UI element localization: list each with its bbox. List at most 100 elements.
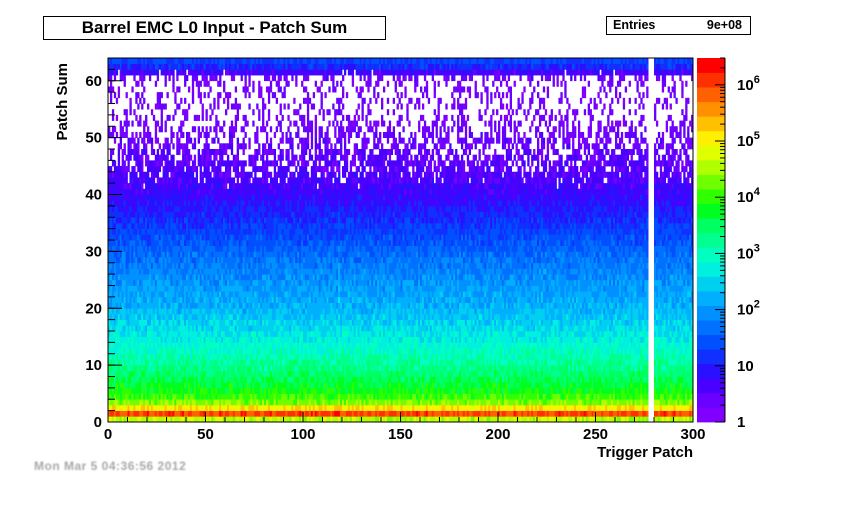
heatmap-cell [223, 121, 225, 127]
heatmap-cell [110, 81, 112, 87]
heatmap-cell [215, 155, 217, 161]
heatmap-cell [266, 166, 268, 172]
heatmap-cell [262, 155, 264, 161]
heatmap-cell [135, 132, 137, 138]
heatmap-cell [157, 138, 159, 144]
heatmap-cell [129, 143, 131, 149]
heatmap-cell [227, 98, 229, 104]
heatmap-cell [270, 138, 272, 144]
heatmap-cell [274, 92, 276, 98]
heatmap-cell [274, 75, 276, 81]
heatmap-cell [285, 132, 287, 138]
heatmap-cell [135, 115, 137, 121]
heatmap-cell [282, 155, 284, 161]
heatmap-cell [153, 177, 155, 183]
heatmap-cell [178, 149, 180, 155]
heatmap-cell [184, 69, 186, 75]
heatmap-cell [112, 115, 114, 121]
heatmap-cell [258, 109, 260, 115]
heatmap-cell [114, 92, 116, 98]
heatmap-cell [192, 86, 194, 92]
heatmap-cell [141, 104, 143, 110]
heatmap-cell [246, 121, 248, 127]
heatmap-cell [137, 104, 139, 110]
heatmap-cell [268, 115, 270, 121]
heatmap-cell [223, 86, 225, 92]
heatmap-cell [262, 115, 264, 121]
heatmap-cell [268, 109, 270, 115]
heatmap-cell [139, 121, 141, 127]
heatmap-cell [245, 115, 247, 121]
heatmap-cell [126, 115, 128, 121]
heatmap-cell [141, 166, 143, 172]
heatmap-cell [246, 86, 248, 92]
heatmap-cell [151, 143, 153, 149]
heatmap-cell [172, 132, 174, 138]
heatmap-cell [198, 138, 200, 144]
heatmap-cell [110, 155, 112, 161]
heatmap-cell [128, 166, 130, 172]
heatmap-cell [155, 132, 157, 138]
heatmap-cell [264, 126, 266, 132]
heatmap-cell [262, 121, 264, 127]
heatmap-cell [129, 109, 131, 115]
heatmap-cell [280, 121, 282, 127]
heatmap-cell [217, 98, 219, 104]
heatmap-cell [147, 126, 149, 132]
heatmap-cell [207, 143, 209, 149]
heatmap-cell [258, 115, 260, 121]
heatmap-cell [223, 98, 225, 104]
heatmap-cell [155, 126, 157, 132]
heatmap-cell [235, 126, 237, 132]
heatmap-cell [248, 143, 250, 149]
heatmap-cell [141, 155, 143, 161]
heatmap-cell [256, 155, 258, 161]
heatmap-cell [260, 86, 262, 92]
heatmap-cell [141, 92, 143, 98]
heatmap-cell [133, 75, 135, 81]
heatmap-cell [192, 98, 194, 104]
heatmap-cell [278, 143, 280, 149]
heatmap-cell [252, 121, 254, 127]
heatmap-cell [190, 138, 192, 144]
heatmap-cell [124, 160, 126, 166]
heatmap-cell [198, 149, 200, 155]
heatmap-cell [233, 177, 235, 183]
heatmap-cell [186, 109, 188, 115]
heatmap-cell [143, 138, 145, 144]
heatmap-cell [196, 172, 198, 178]
heatmap-cell [248, 138, 250, 144]
heatmap-cell [229, 172, 231, 178]
heatmap-cell [235, 98, 237, 104]
heatmap-cell [192, 172, 194, 178]
heatmap-cell [161, 126, 163, 132]
heatmap-cell [196, 166, 198, 172]
heatmap-cell [206, 109, 208, 115]
heatmap-cell [145, 143, 147, 149]
heatmap-cell [270, 86, 272, 92]
heatmap-cell [243, 138, 245, 144]
heatmap-cell [206, 115, 208, 121]
heatmap-cell [284, 104, 286, 110]
heatmap-cell [262, 98, 264, 104]
heatmap-cell [225, 183, 227, 189]
heatmap-cell [168, 143, 170, 149]
heatmap-cell [116, 115, 118, 121]
heatmap-cell [188, 149, 190, 155]
heatmap-cell [285, 75, 287, 81]
heatmap-cell [252, 109, 254, 115]
heatmap-cell [120, 121, 122, 127]
heatmap-cell [139, 98, 141, 104]
heatmap-cell [155, 81, 157, 87]
heatmap-cell [112, 132, 114, 138]
heatmap-cell [176, 132, 178, 138]
heatmap-cell [128, 121, 130, 127]
heatmap-cell [118, 86, 120, 92]
heatmap-cell [233, 75, 235, 81]
heatmap-cell [163, 149, 165, 155]
heatmap-cell [184, 98, 186, 104]
heatmap-cell [237, 166, 239, 172]
heatmap-cell [112, 86, 114, 92]
heatmap-cell [178, 138, 180, 144]
heatmap-cell [149, 75, 151, 81]
